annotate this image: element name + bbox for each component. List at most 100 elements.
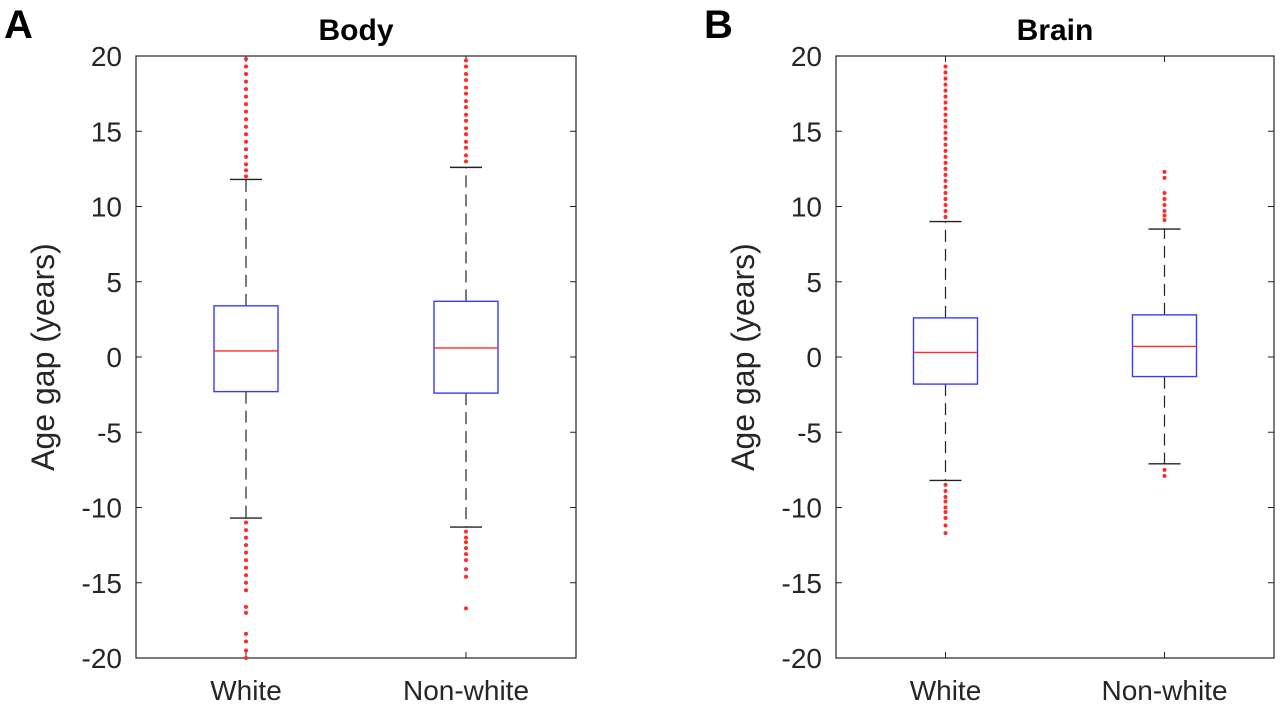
outlier-point [943,499,948,504]
outlier-point [943,505,948,510]
y-tick-label: 20 [91,41,122,72]
outlier-point [943,482,948,487]
outlier-point [464,567,468,572]
outlier-point [244,147,248,152]
outlier-point [464,153,468,158]
outlier-point [1162,218,1167,223]
outlier-point [244,132,248,137]
y-tick-label: -10 [82,493,122,524]
outlier-point [1162,209,1167,214]
outlier-point [244,162,248,167]
y-tick-label: 0 [106,342,122,373]
y-tick-label: 0 [806,342,822,373]
outlier-point [464,574,468,579]
outlier-point [943,178,948,183]
outlier-point [943,516,948,521]
outlier-point [464,99,468,104]
x-tick-label: White [210,675,282,706]
outlier-point [244,558,248,563]
outlier-point [943,94,948,99]
outlier-point [464,72,468,77]
outlier-point [943,106,948,111]
outlier-point [943,209,948,214]
outlier-point [244,588,248,593]
outlier-point [464,540,468,545]
outlier-point [244,72,248,77]
outlier-point [464,64,468,69]
y-tick-label: -5 [797,417,822,448]
outlier-point [464,126,468,131]
outlier-point [943,124,948,129]
outlier-point [244,168,248,173]
outlier-point [464,159,468,164]
outlier-point [244,174,248,179]
y-tick-label: -15 [82,568,122,599]
outlier-point [943,82,948,87]
outlier-point [1162,467,1167,472]
outlier-point [244,64,248,69]
outlier-point [464,105,468,110]
outlier-point [943,523,948,528]
outlier-point [464,58,468,63]
outlier-point [244,648,248,653]
outlier-point [464,145,468,150]
outlier-point [943,184,948,189]
outlier-point [244,102,248,107]
outlier-point [464,118,468,123]
y-tick-label: 5 [806,267,822,298]
outlier-point [943,190,948,195]
outlier-point [464,529,468,534]
outlier-point [943,160,948,165]
outlier-point [244,639,248,644]
outlier-point [244,79,248,84]
outlier-point [943,142,948,147]
y-tick-label: -20 [82,643,122,674]
outlier-point [1162,169,1167,174]
outlier-point [464,552,468,557]
y-tick-label: -5 [97,417,122,448]
outlier-point [1162,196,1167,201]
outlier-point [943,118,948,123]
outlier-point [244,520,248,525]
y-tick-label: 20 [791,41,822,72]
outlier-point [943,215,948,220]
outlier-point [464,558,468,563]
y-tick-label: 5 [106,267,122,298]
outlier-point [244,94,248,99]
outlier-point [943,154,948,159]
panel-title: Body [319,14,394,47]
y-tick-label: 10 [791,192,822,223]
outlier-point [244,117,248,122]
outlier-point [943,64,948,69]
outlier-point [943,488,948,493]
outlier-point [244,580,248,585]
outlier-point [1162,213,1167,218]
iqr-box [433,300,499,394]
iqr-box [1131,314,1198,378]
outlier-point [464,78,468,83]
outlier-point [943,76,948,81]
outlier-point [464,139,468,144]
outlier-point [464,112,468,117]
outlier-point [943,100,948,105]
outlier-point [1162,190,1167,195]
outlier-point [244,656,248,660]
y-tick-label: -15 [782,568,822,599]
y-axis-label: Age gap (years) [725,243,761,471]
outlier-point [943,130,948,135]
outlier-point [464,85,468,90]
panel-letter: B [704,3,733,47]
outlier-point [464,546,468,551]
y-tick-label: -10 [782,493,822,524]
y-tick-label: -20 [782,643,822,674]
outlier-point [244,154,248,159]
outlier-point [244,543,248,548]
outlier-point [244,631,248,636]
outlier-point [244,57,248,62]
outlier-point [464,132,468,137]
axes-frame [135,55,577,659]
outlier-point [943,196,948,201]
outlier-point [244,139,248,144]
outlier-point [1162,202,1167,207]
